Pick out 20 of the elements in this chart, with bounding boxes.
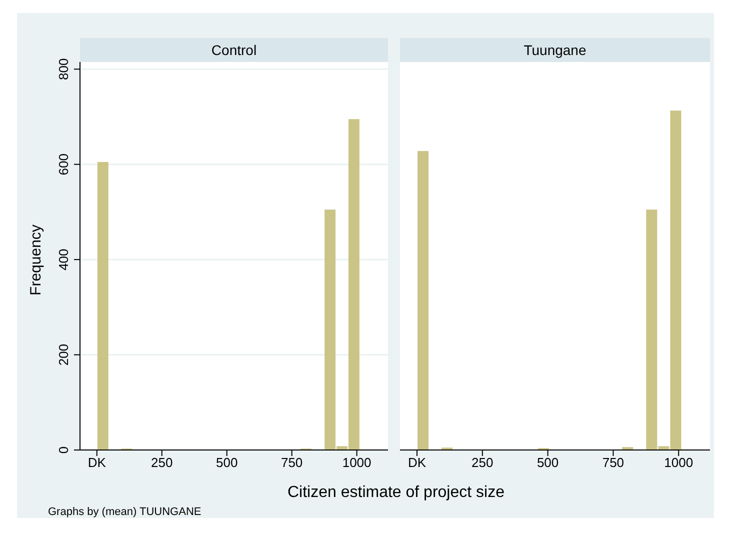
chart-title: Control [80, 38, 388, 62]
x-tick-label: 250 [151, 455, 173, 470]
x-tick-label: 1000 [342, 455, 372, 470]
y-tick-label: 600 [56, 154, 71, 176]
x-tick-label: 750 [602, 455, 624, 470]
text: Graphs by (mean) TUUNGANE [48, 506, 202, 518]
y-axis-title: Frequency [28, 224, 44, 296]
x-tick-label: DK [408, 455, 426, 470]
y-tick-label: 800 [56, 58, 71, 80]
x-tick-label: 250 [472, 455, 494, 470]
y-tick-label: 0 [56, 446, 71, 454]
x-tick-label: 500 [216, 455, 238, 470]
x-axis-title: Citizen estimate of project size [286, 484, 506, 502]
x-tick-label: 1000 [664, 455, 694, 470]
x-tick-label: 500 [536, 455, 559, 470]
y-tick-label: 200 [56, 344, 71, 366]
y-tick-label: 400 [56, 248, 71, 270]
chart-title: Tuungane [400, 38, 710, 62]
x-tick-label: DK [88, 455, 106, 470]
x-tick-label: 750 [280, 455, 303, 470]
